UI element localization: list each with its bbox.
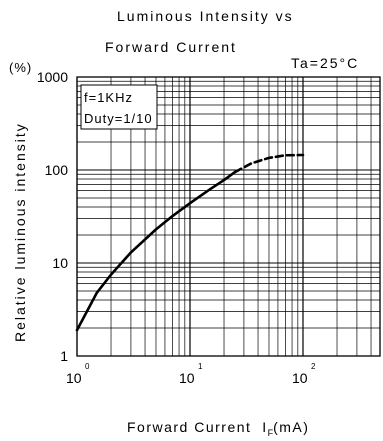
inset-box [80,84,158,130]
x-tick-label: 10 [66,370,82,386]
x-axis-symbol: I [262,419,268,435]
inset-text: Duty=1/10 [84,111,153,126]
chart-title-line-2: Forward Current [105,39,237,55]
y-axis-unit: (%) [9,60,33,75]
x-tick-exponent: 0 [85,362,90,371]
x-axis-label-main: Forward Current [127,419,252,435]
plot-frame [76,76,381,357]
x-tick-exponent: 1 [198,362,203,371]
x-axis-unit: (mA) [273,419,310,435]
temperature-condition: Ta=25°C [291,55,360,71]
y-tick-label: 1000 [37,69,68,85]
y-tick-label: 10 [52,255,68,271]
y-tick-label: 100 [45,162,69,178]
y-tick-label: 1 [60,348,68,364]
x-tick-label: 10 [292,370,308,386]
series-line-solid [75,170,237,332]
series-line-dashed [233,153,305,174]
x-tick-exponent: 2 [311,362,316,371]
inset-text: f=1KHz [84,90,133,105]
x-tick-label: 10 [179,370,195,386]
x-axis-label: Forward Current IF(mA) [127,419,309,438]
x-axis-subscript: F [267,428,274,438]
chart-title-line-1: Luminous Intensity vs [117,8,294,24]
